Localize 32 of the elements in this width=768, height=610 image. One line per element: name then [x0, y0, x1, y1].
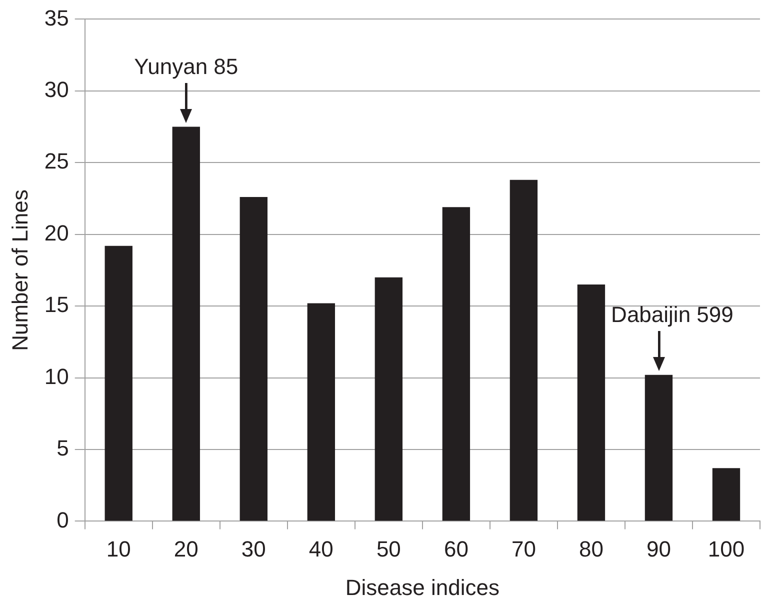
bar	[510, 180, 538, 521]
bar	[374, 277, 403, 521]
y-tick-label: 15	[44, 292, 69, 318]
bar	[442, 207, 470, 521]
y-tick-label: 30	[44, 76, 69, 102]
bar	[712, 468, 740, 521]
bar	[240, 197, 268, 521]
annotation: Dabaijin 599	[611, 302, 734, 327]
x-tick-label: 40	[308, 536, 334, 562]
x-tick-label: 10	[106, 536, 131, 562]
bar	[644, 374, 673, 521]
x-tick-label: 20	[174, 536, 198, 562]
x-tick-label: 60	[444, 536, 468, 562]
y-tick-label: 5	[56, 436, 69, 461]
y-tick-label: 35	[44, 5, 69, 30]
bar	[104, 246, 132, 521]
bar	[172, 126, 200, 521]
y-tick-label: 20	[44, 220, 69, 246]
y-tick-label: 25	[44, 148, 69, 174]
y-tick-label: 0	[56, 507, 69, 532]
x-tick-label: 90	[646, 536, 671, 562]
y-axis-title: Number of Lines	[7, 189, 32, 351]
y-tick-label: 10	[44, 364, 69, 389]
annotation: Yunyan 85	[134, 54, 238, 79]
x-tick-label: 50	[376, 536, 401, 562]
bar	[307, 303, 336, 521]
x-tick-label: 100	[708, 536, 745, 562]
x-tick-label: 80	[578, 536, 604, 562]
x-tick-label: 70	[511, 536, 536, 562]
x-tick-label: 30	[241, 536, 266, 562]
bar	[577, 284, 606, 521]
x-axis-title: Disease indices	[345, 574, 500, 600]
